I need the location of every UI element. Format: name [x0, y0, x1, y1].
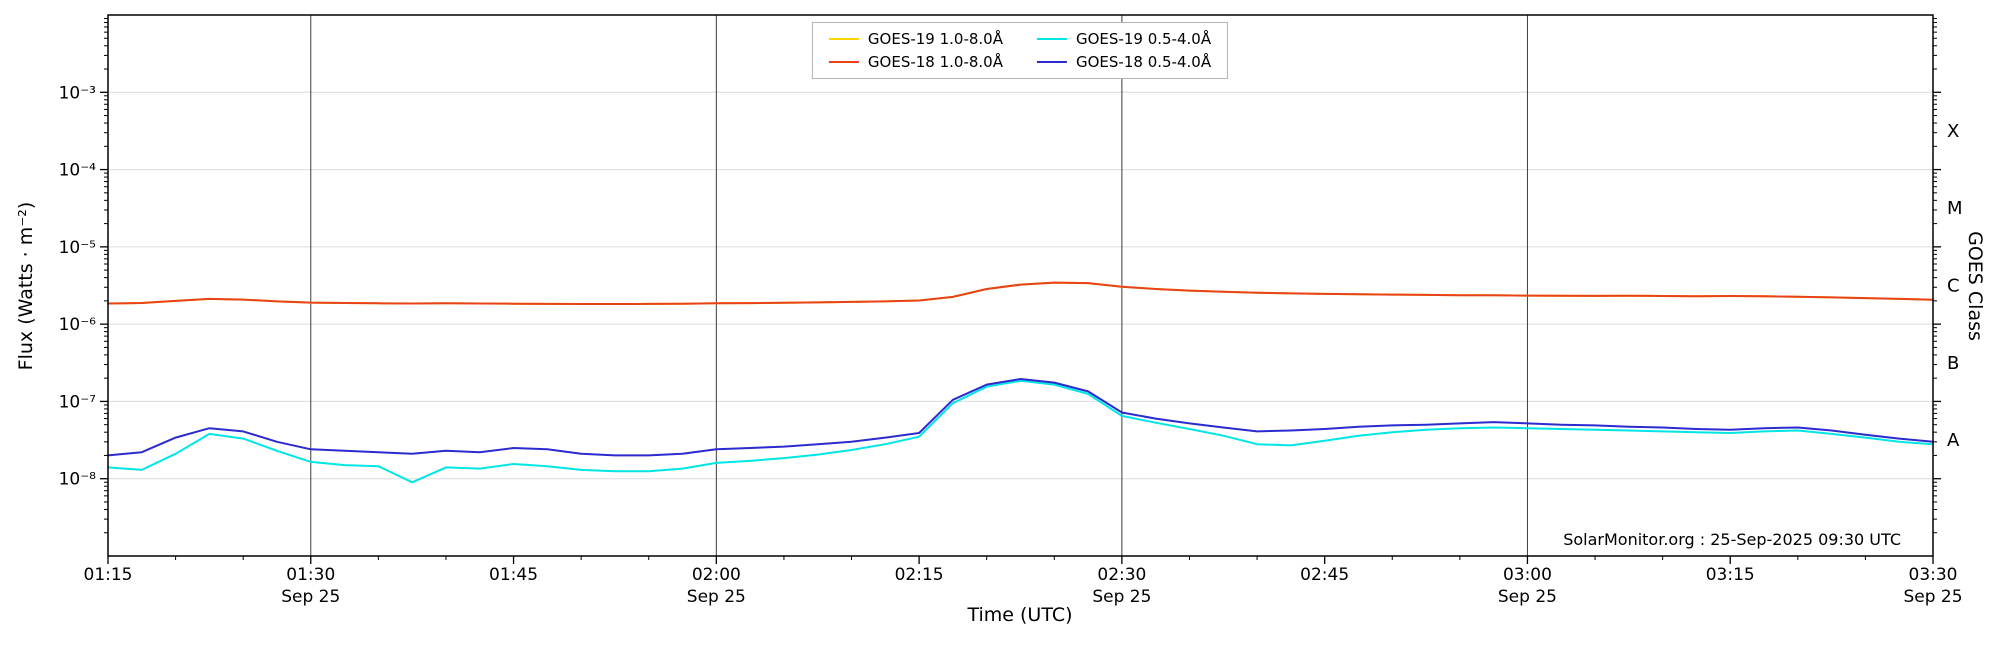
- goes-class-label-m: M: [1947, 198, 1963, 219]
- y-tick-label: 10⁻³: [59, 83, 96, 103]
- goes19-short-line-swatch: [1037, 38, 1067, 40]
- x-tick-date-label: Sep 25: [1092, 587, 1151, 607]
- x-tick-label: 01:30: [286, 565, 335, 585]
- x-tick-label: 02:15: [895, 565, 944, 585]
- y-tick-label: 10⁻⁸: [59, 470, 97, 490]
- legend-label: GOES-18 0.5-4.0Å: [1076, 53, 1212, 71]
- x-axis-title: Time (UTC): [967, 604, 1073, 626]
- solarmonitor-credit: SolarMonitor.org : 25-Sep-2025 09:30 UTC: [1563, 530, 1901, 549]
- legend-item-goes18-short: GOES-18 0.5-4.0Å: [1037, 53, 1211, 71]
- x-tick-date-label: Sep 25: [281, 587, 340, 607]
- goes-class-label-a: A: [1947, 430, 1960, 451]
- x-tick-label: 02:00: [692, 565, 741, 585]
- legend-label: GOES-18 1.0-8.0Å: [867, 53, 1003, 71]
- series-goes-19-0-5-4-0-: [107, 379, 1934, 484]
- legend-item-goes19-short: GOES-19 0.5-4.0Å: [1037, 30, 1211, 48]
- x-tick-label: 02:30: [1097, 565, 1146, 585]
- goes19-long-line-swatch: [828, 38, 859, 40]
- x-tick-label: 03:00: [1503, 565, 1552, 585]
- y-tick-label: 10⁻⁶: [59, 315, 97, 335]
- goes-class-label-c: C: [1947, 276, 1960, 297]
- x-tick-label: 01:15: [84, 565, 133, 585]
- legend-item-goes19-long: GOES-19 1.0-8.0Å: [828, 30, 1003, 48]
- y-tick-label: 10⁻⁷: [59, 392, 97, 412]
- legend-label: GOES-19 1.0-8.0Å: [867, 30, 1003, 48]
- series-goes-18-0-5-4-0-: [107, 378, 1934, 457]
- plot-border: [107, 14, 1934, 557]
- goes18-short-line-swatch: [1037, 61, 1067, 63]
- x-tick-date-label: Sep 25: [1903, 587, 1962, 607]
- y-tick-label: 10⁻⁵: [59, 238, 96, 258]
- series-goes-18-1-0-8-0-: [107, 281, 1934, 305]
- legend: GOES-19 1.0-8.0Å GOES-18 1.0-8.0Å GOES-1…: [811, 22, 1229, 79]
- goes-class-label-b: B: [1947, 353, 1959, 374]
- legend-label: GOES-19 0.5-4.0Å: [1076, 30, 1212, 48]
- x-tick-label: 01:45: [489, 565, 538, 585]
- x-tick-date-label: Sep 25: [1498, 587, 1557, 607]
- goes18-long-line-swatch: [828, 61, 859, 63]
- y-tick-label: 10⁻⁴: [59, 161, 97, 181]
- x-tick-date-label: Sep 25: [687, 587, 746, 607]
- series-goes-19-1-0-8-0-: [107, 281, 1934, 305]
- goes-class-label-x: X: [1947, 121, 1959, 142]
- x-tick-label: 03:15: [1706, 565, 1755, 585]
- right-axis-title: GOES Class: [1964, 231, 1986, 341]
- legend-item-goes18-long: GOES-18 1.0-8.0Å: [828, 53, 1003, 71]
- x-tick-label: 03:30: [1909, 565, 1958, 585]
- x-tick-label: 02:45: [1300, 565, 1349, 585]
- y-axis-title: Flux (Watts · m⁻²): [15, 201, 37, 371]
